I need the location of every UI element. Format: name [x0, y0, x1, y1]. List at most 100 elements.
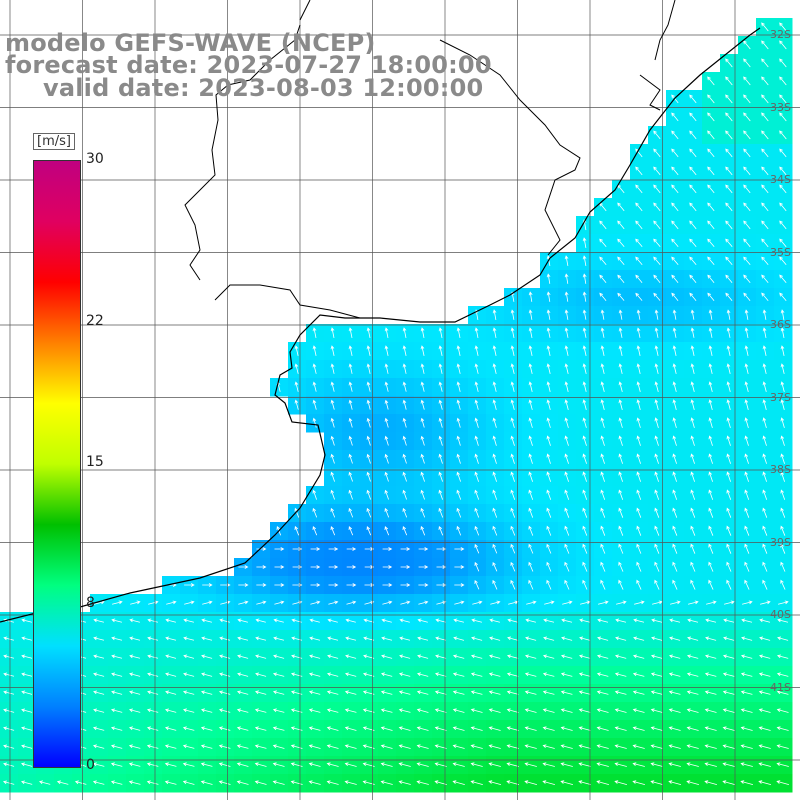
wind-arrow	[326, 780, 339, 785]
wind-arrow	[564, 399, 569, 411]
wind-arrow	[708, 471, 713, 482]
wind-arrow	[635, 274, 643, 283]
wind-arrow	[761, 184, 769, 194]
wind-arrow	[780, 507, 786, 518]
lat-label: 36S	[770, 318, 791, 331]
wind-arrow	[726, 453, 731, 464]
wind-arrow	[708, 489, 714, 500]
wind-arrow	[420, 471, 425, 482]
wind-arrow	[564, 273, 569, 284]
wind-arrow	[704, 690, 717, 695]
wind-arrow	[416, 690, 429, 695]
wind-arrow	[690, 363, 695, 374]
wind-arrow	[290, 672, 303, 677]
wind-arrow	[596, 654, 609, 659]
wind-arrow	[39, 780, 51, 785]
wind-arrow	[708, 363, 713, 374]
wind-arrow	[21, 672, 33, 677]
wind-arrow	[309, 654, 321, 659]
wind-arrow	[636, 489, 642, 500]
wind-arrow	[474, 345, 479, 356]
wind-arrow	[725, 184, 733, 194]
wind-arrow	[726, 471, 731, 482]
lat-label: 35S	[770, 245, 791, 259]
wind-arrow	[525, 618, 537, 623]
wind-arrow	[400, 565, 411, 569]
wind-arrow	[471, 618, 483, 623]
wind-arrow	[672, 417, 677, 429]
wind-arrow	[3, 744, 15, 749]
wind-arrow	[488, 672, 501, 677]
wind-arrow	[632, 780, 646, 785]
wind-arrow	[725, 292, 733, 301]
wind-arrow	[636, 381, 641, 393]
wind-arrow	[762, 525, 768, 536]
wind-arrow	[744, 543, 750, 554]
wind-arrow	[600, 345, 605, 356]
wind-arrow	[726, 363, 731, 374]
wind-arrow	[366, 381, 371, 392]
wind-arrow	[420, 345, 425, 356]
wind-arrow	[761, 292, 769, 302]
wind-arrow	[111, 600, 123, 605]
wind-arrow	[326, 672, 339, 677]
wind-arrow	[636, 363, 641, 374]
wind-arrow	[758, 708, 771, 713]
wind-arrow	[740, 780, 754, 785]
wind-arrow	[219, 636, 231, 641]
wind-vectors	[2, 22, 790, 785]
wind-arrow	[438, 399, 443, 410]
wind-arrow	[762, 489, 768, 500]
wind-arrow	[438, 507, 444, 518]
wind-arrow	[492, 543, 498, 554]
wind-arrow	[474, 543, 480, 554]
wind-arrow	[780, 579, 786, 590]
wind-arrow	[416, 780, 429, 785]
wind-arrow	[506, 726, 519, 731]
wind-arrow	[456, 381, 461, 392]
wind-arrow	[438, 417, 443, 428]
wind-arrow	[600, 525, 606, 536]
wind-arrow	[183, 636, 195, 641]
wind-arrow	[776, 708, 789, 713]
wind-arrow	[564, 327, 569, 338]
wind-arrow	[528, 579, 534, 590]
wind-arrow	[399, 654, 411, 659]
wind-arrow	[236, 744, 249, 749]
wind-arrow	[761, 112, 769, 122]
wind-arrow	[129, 618, 141, 623]
wind-arrow	[582, 507, 588, 518]
wind-arrow	[345, 636, 357, 641]
wind-arrow	[294, 399, 299, 410]
wind-arrow	[707, 256, 715, 266]
wind-arrow	[384, 345, 389, 356]
wind-arrow	[111, 672, 123, 677]
wind-arrow	[759, 600, 771, 605]
wind-arrow	[725, 58, 733, 68]
wind-arrow	[744, 525, 750, 536]
wind-arrow	[708, 579, 714, 590]
wind-arrow	[600, 309, 605, 320]
wind-arrow	[528, 345, 533, 356]
wind-arrow	[726, 327, 731, 338]
wind-arrow	[761, 130, 769, 140]
wind-arrow	[308, 762, 321, 767]
wind-arrow	[668, 726, 681, 731]
wind-arrow	[366, 453, 371, 464]
wind-arrow	[780, 561, 786, 572]
wind-arrow	[779, 292, 787, 302]
wind-arrow	[418, 600, 429, 605]
wind-arrow	[381, 654, 393, 659]
wind-arrow	[470, 708, 483, 713]
wind-arrow	[381, 672, 393, 677]
wind-arrow	[615, 636, 627, 641]
wind-arrow	[474, 363, 479, 374]
wind-arrow	[290, 744, 303, 749]
wind-arrow	[470, 690, 483, 695]
wind-arrow	[762, 363, 767, 374]
wind-arrow	[272, 708, 285, 713]
wind-arrow	[418, 547, 429, 551]
wind-arrow	[3, 636, 15, 641]
wind-arrow	[330, 489, 335, 500]
wind-arrow	[130, 600, 141, 605]
